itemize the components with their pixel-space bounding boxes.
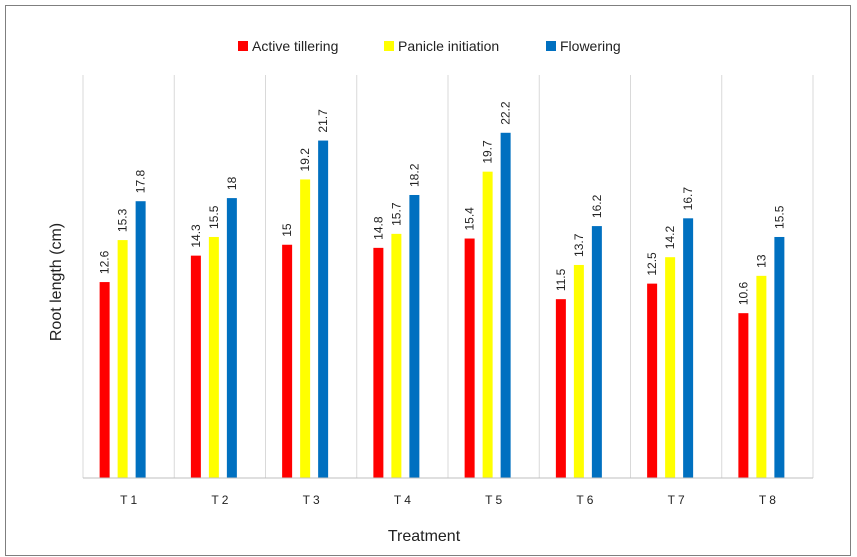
bar-active-tillering-t4 — [373, 247, 384, 478]
data-label: 17.8 — [134, 170, 148, 194]
bar-flowering-t1 — [135, 201, 146, 478]
x-tick-labels: T 1 T 2 T 3 T 4 T 5 T 6 T 7 T 8 — [120, 493, 776, 507]
data-label: 18 — [225, 176, 239, 190]
legend-label: Active tillering — [252, 38, 338, 54]
data-label: 14.2 — [663, 226, 677, 250]
x-tick-label: T 5 — [485, 493, 502, 507]
data-label: 18.2 — [407, 163, 421, 187]
bar-flowering-t3 — [318, 140, 329, 478]
bar-panicle-initiation-t3 — [300, 179, 311, 478]
bar-panicle-initiation-t2 — [208, 236, 219, 478]
legend: Active tillering Panicle initiation Flower… — [238, 38, 621, 54]
bar-panicle-initiation-t7 — [665, 257, 676, 478]
bar-active-tillering-t8 — [738, 313, 749, 478]
bar-flowering-t7 — [683, 218, 694, 478]
bar-panicle-initiation-t1 — [117, 240, 128, 478]
data-label: 16.2 — [590, 194, 604, 218]
bar-active-tillering-t6 — [555, 299, 566, 478]
bar-flowering-t6 — [591, 226, 602, 478]
data-label: 10.6 — [736, 281, 750, 305]
data-label: 15.7 — [389, 202, 403, 226]
data-label: 19.2 — [298, 148, 312, 172]
data-labels: 12.6 15.3 17.8 14.3 15.5 18 15 19.2 21.7 14.8 15.7… — [98, 101, 787, 305]
bar-flowering-t5 — [500, 132, 511, 479]
bar-panicle-initiation-t4 — [391, 233, 402, 478]
bar-flowering-t4 — [409, 194, 420, 479]
legend-swatch — [238, 41, 248, 51]
bar-flowering-t8 — [774, 236, 785, 478]
chart-frame — [5, 5, 851, 556]
data-label: 15.4 — [463, 207, 477, 231]
x-axis-title: Treatment — [388, 528, 461, 545]
data-label: 15.5 — [207, 205, 221, 229]
data-label: 15.3 — [116, 208, 130, 232]
data-label: 21.7 — [316, 109, 330, 133]
bar-panicle-initiation-t6 — [573, 264, 584, 478]
x-tick-label: T 4 — [394, 493, 411, 507]
x-tick-label: T 8 — [759, 493, 776, 507]
bar-active-tillering-t2 — [190, 255, 201, 478]
grid-lines — [82, 75, 814, 478]
y-axis-title: Root length (cm) — [48, 223, 65, 341]
data-label: 13 — [754, 254, 768, 268]
bar-active-tillering-t1 — [99, 282, 110, 478]
x-tick-label: T 7 — [668, 493, 685, 507]
bar-active-tillering-t3 — [282, 244, 293, 478]
data-label: 19.7 — [481, 140, 495, 164]
bar-active-tillering-t5 — [464, 238, 475, 478]
x-tick-label: T 1 — [120, 493, 137, 507]
data-label: 15 — [280, 223, 294, 237]
legend-label: Flowering — [560, 38, 621, 54]
data-label: 14.8 — [371, 216, 385, 240]
x-tick-label: T 3 — [303, 493, 320, 507]
bar-flowering-t2 — [226, 198, 237, 478]
bars — [99, 132, 785, 479]
data-label: 16.7 — [681, 187, 695, 211]
data-label: 12.6 — [98, 250, 112, 274]
legend-swatch — [384, 41, 394, 51]
data-label: 11.5 — [554, 268, 568, 291]
data-label: 12.5 — [645, 252, 659, 276]
data-label: 13.7 — [572, 233, 586, 257]
data-label: 14.3 — [189, 224, 203, 248]
bar-panicle-initiation-t5 — [482, 171, 493, 479]
legend-label: Panicle initiation — [398, 38, 499, 54]
data-label: 15.5 — [772, 205, 786, 229]
bar-active-tillering-t7 — [647, 283, 658, 478]
bar-panicle-initiation-t8 — [756, 275, 767, 478]
x-tick-label: T 2 — [211, 493, 228, 507]
x-tick-label: T 6 — [576, 493, 593, 507]
data-label: 22.2 — [499, 101, 513, 125]
legend-swatch — [546, 41, 556, 51]
